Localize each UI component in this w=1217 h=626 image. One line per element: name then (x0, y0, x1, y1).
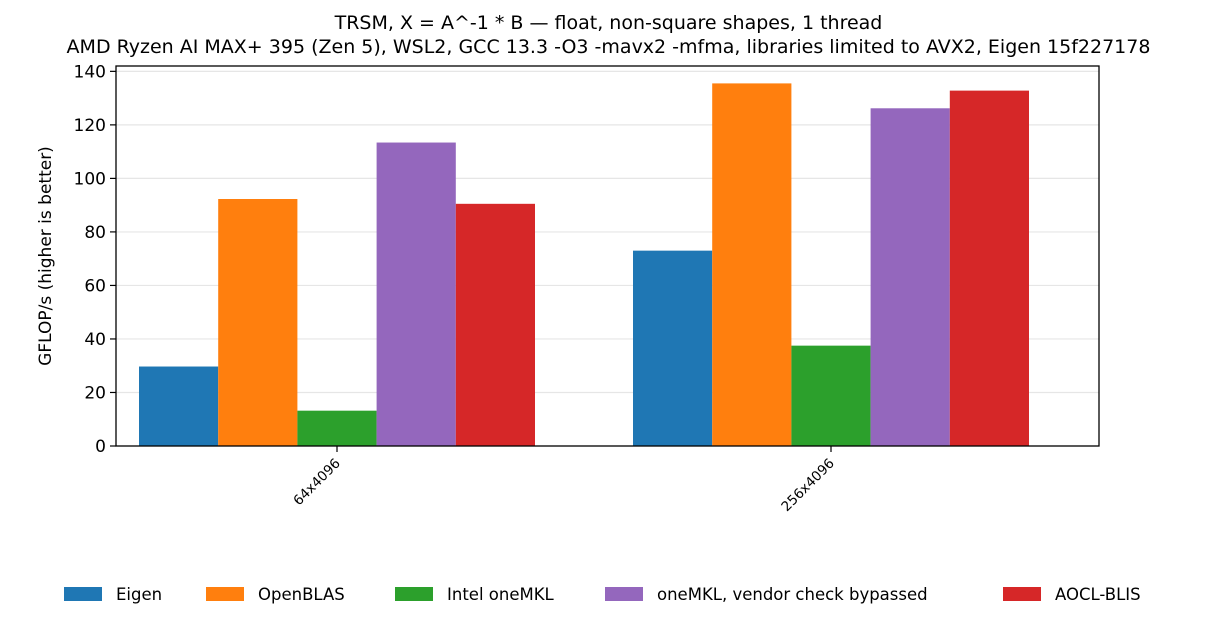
legend-swatch (1003, 587, 1041, 601)
plot-frame (115, 65, 1100, 447)
legend-item: Intel oneMKL (395, 582, 554, 606)
legend-label: AOCL-BLIS (1055, 584, 1141, 604)
y-tick-label: 80 (84, 223, 106, 243)
chart-legend: Eigen OpenBLAS Intel oneMKL oneMKL, vendor … (0, 582, 1217, 606)
x-tick-label: 64x4096 (290, 456, 343, 509)
y-tick-label: 140 (74, 62, 106, 82)
legend-label: Intel oneMKL (447, 584, 554, 604)
bar-aocl-blis-256x4096 (949, 90, 1029, 446)
legend-item: OpenBLAS (206, 582, 345, 606)
bar-onemkl-vendor-check-bypassed-256x4096 (870, 108, 950, 447)
bar-openblas-64x4096 (218, 199, 298, 446)
bar-intel-onemkl-256x4096 (791, 345, 871, 446)
y-tick-label: 120 (74, 116, 106, 136)
y-tick-label: 20 (84, 383, 106, 403)
chart-subtitle: AMD Ryzen AI MAX+ 395 (Zen 5), WSL2, GCC… (66, 36, 1151, 58)
bar-eigen-256x4096 (633, 250, 713, 446)
legend-swatch (395, 587, 433, 601)
legend-swatch (206, 587, 244, 601)
y-tick-label: 0 (95, 437, 106, 457)
legend-label: oneMKL, vendor check bypassed (657, 584, 928, 604)
legend-swatch (605, 587, 643, 601)
bar-openblas-256x4096 (712, 83, 792, 447)
bar-onemkl-vendor-check-bypassed-64x4096 (376, 142, 456, 446)
y-axis-label: GFLOP/s (higher is better) (36, 146, 56, 366)
bar-aocl-blis-64x4096 (455, 203, 535, 446)
y-tick-label: 100 (74, 169, 106, 189)
x-tick-label: 256x4096 (778, 456, 837, 515)
legend-label: OpenBLAS (258, 584, 345, 604)
bar-eigen-64x4096 (139, 366, 219, 446)
y-tick-label: 40 (84, 330, 106, 350)
legend-swatch (64, 587, 102, 601)
legend-item: oneMKL, vendor check bypassed (605, 582, 928, 606)
y-tick-label: 60 (84, 276, 106, 296)
legend-item: Eigen (64, 582, 162, 606)
legend-item: AOCL-BLIS (1003, 582, 1141, 606)
legend-label: Eigen (116, 584, 163, 604)
bar-intel-onemkl-64x4096 (297, 410, 377, 446)
chart-title: TRSM, X = A^-1 * B — float, non-square s… (334, 12, 883, 34)
